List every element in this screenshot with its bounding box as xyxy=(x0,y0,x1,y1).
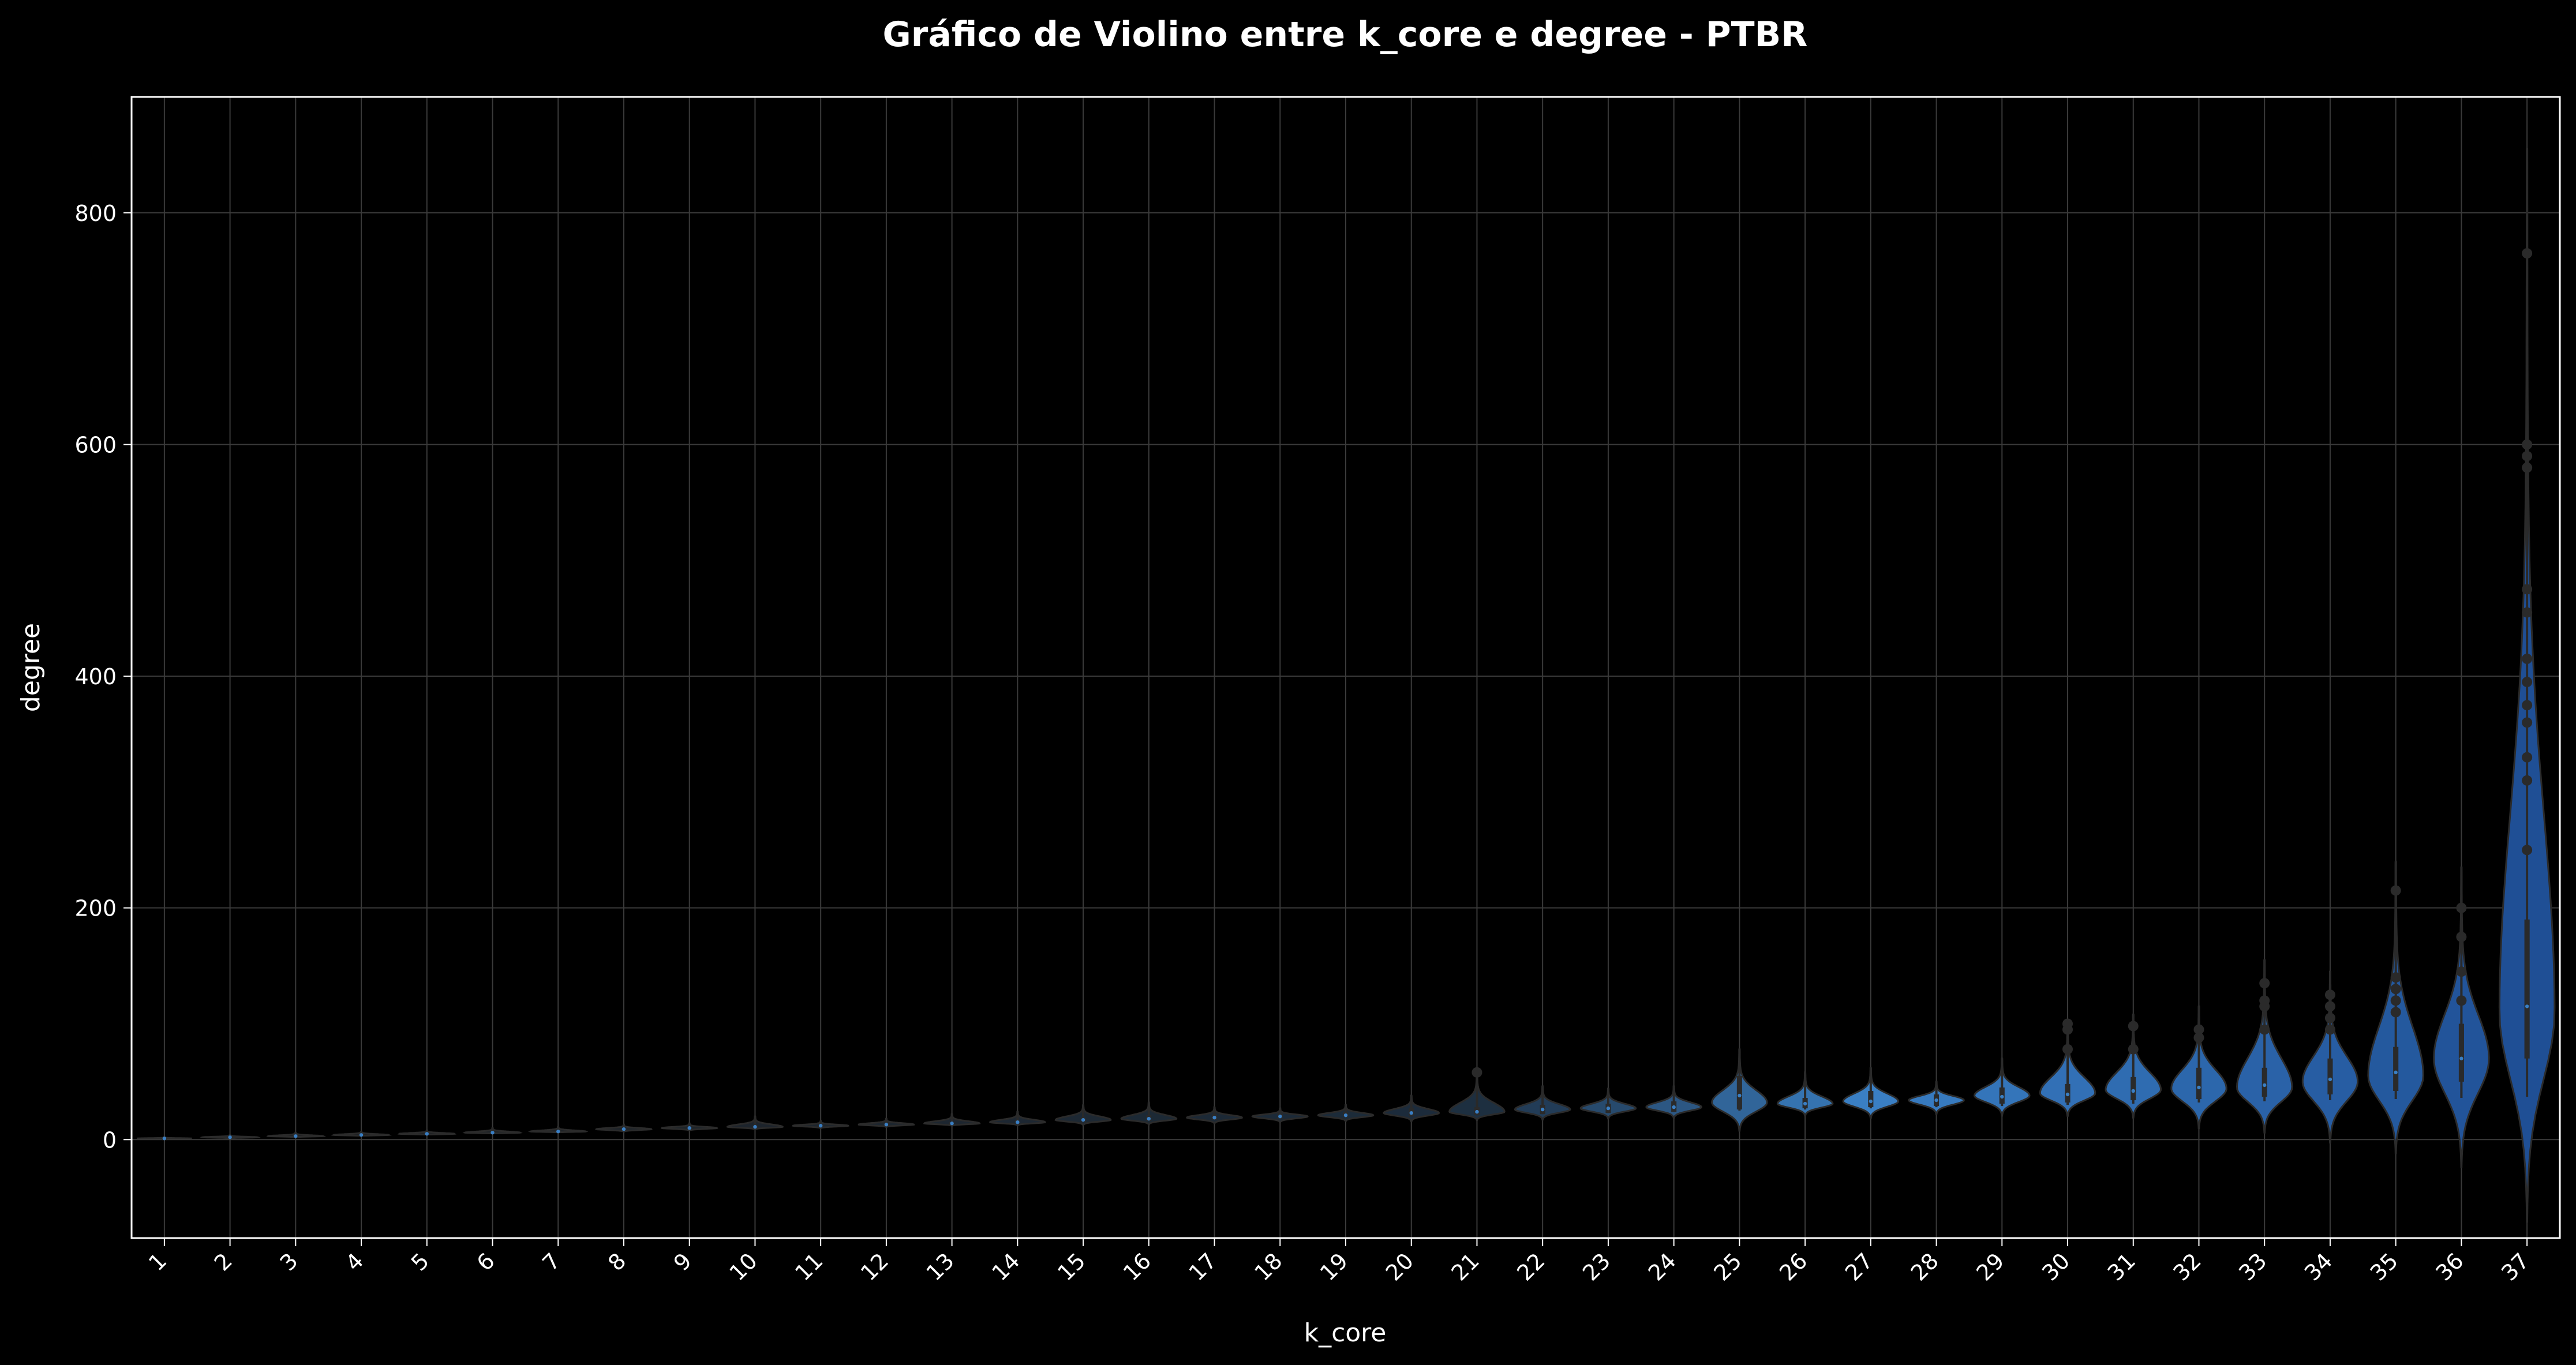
outlier-point xyxy=(2522,653,2533,664)
violin-median xyxy=(1738,1093,1742,1098)
outlier-point xyxy=(2390,995,2401,1006)
violin-median xyxy=(2394,1070,2398,1075)
violin-iqr-box xyxy=(2196,1067,2202,1100)
outlier-point xyxy=(2456,902,2467,913)
outlier-point xyxy=(2324,1012,2335,1023)
violin-median xyxy=(556,1130,560,1134)
violin-iqr-box xyxy=(2327,1058,2333,1094)
outlier-point xyxy=(2324,1001,2335,1012)
outlier-point xyxy=(2456,995,2467,1006)
y-tick-label: 200 xyxy=(74,896,117,921)
outlier-point xyxy=(2259,995,2270,1006)
violin-median xyxy=(950,1122,954,1126)
outlier-point xyxy=(2062,1018,2073,1029)
outlier-point xyxy=(2324,989,2335,1000)
outlier-point xyxy=(2259,978,2270,989)
outlier-point xyxy=(2522,677,2533,688)
violin-median xyxy=(2525,1004,2529,1008)
violin-median xyxy=(359,1133,364,1137)
violin-median xyxy=(2000,1094,2004,1099)
outlier-point xyxy=(2456,966,2467,977)
violin-median xyxy=(1343,1113,1348,1118)
violin-median xyxy=(1934,1098,1938,1102)
violin-iqr-box xyxy=(1868,1090,1874,1108)
violin-median xyxy=(1475,1109,1479,1114)
outlier-point xyxy=(2456,931,2467,942)
violin-median xyxy=(294,1134,298,1138)
outlier-point xyxy=(2390,1007,2401,1018)
outlier-point xyxy=(2193,1024,2204,1035)
violin-median xyxy=(2065,1092,2070,1097)
outlier-point xyxy=(2128,1044,2139,1055)
outlier-point xyxy=(1472,1067,1482,1078)
violin-median xyxy=(1081,1118,1085,1122)
violin-median xyxy=(1409,1111,1413,1115)
y-axis-ticks: 0 200 400 600 800 xyxy=(74,201,132,1153)
outlier-point xyxy=(2193,1032,2204,1043)
outlier-point xyxy=(2522,775,2533,786)
outlier-point xyxy=(2062,1044,2073,1055)
outlier-point xyxy=(2522,700,2533,711)
violin-median xyxy=(425,1132,429,1136)
violin-median xyxy=(753,1125,757,1129)
y-tick-label: 0 xyxy=(103,1127,117,1153)
x-axis-label: k_core xyxy=(1304,1318,1387,1348)
violin-median xyxy=(621,1127,626,1131)
violin-median xyxy=(1869,1099,1873,1104)
violin-median xyxy=(228,1135,232,1139)
violin-median xyxy=(2263,1083,2267,1088)
y-axis-label: degree xyxy=(16,623,46,712)
outlier-point xyxy=(2522,462,2533,473)
violin-median xyxy=(818,1124,823,1128)
outlier-point xyxy=(2390,885,2401,896)
outlier-point xyxy=(2522,607,2533,618)
violin-median xyxy=(2131,1089,2135,1093)
violin-iqr-box xyxy=(2393,1047,2399,1091)
violin-median xyxy=(491,1131,495,1135)
violin-iqr-box xyxy=(1736,1075,1742,1110)
outlier-point xyxy=(2522,439,2533,450)
y-tick-label: 600 xyxy=(74,432,117,457)
outlier-point xyxy=(2390,984,2401,995)
violin-iqr-box xyxy=(2131,1077,2136,1101)
violin-median xyxy=(1147,1116,1151,1121)
violin-median xyxy=(2328,1077,2332,1082)
y-tick-label: 400 xyxy=(74,664,117,689)
violin-iqr-box xyxy=(2458,1023,2464,1082)
violin-median xyxy=(2459,1056,2463,1060)
violin-median xyxy=(1672,1105,1676,1109)
outlier-point xyxy=(2522,584,2533,595)
violin-median xyxy=(884,1123,889,1127)
y-tick-label: 800 xyxy=(74,201,117,226)
outlier-point xyxy=(2522,845,2533,856)
outlier-point xyxy=(2522,752,2533,763)
outlier-point xyxy=(2324,1024,2335,1035)
outlier-point xyxy=(2390,972,2401,983)
violin-median xyxy=(1541,1107,1545,1112)
violin-iqr-box xyxy=(2262,1067,2267,1097)
outlier-point xyxy=(2522,451,2533,462)
violin-median xyxy=(1278,1114,1282,1119)
violin-median xyxy=(1212,1115,1216,1120)
violin-median xyxy=(1606,1106,1611,1111)
violin-median xyxy=(1803,1101,1807,1106)
outlier-point xyxy=(2259,1024,2270,1035)
violin-median xyxy=(687,1126,691,1130)
outlier-point xyxy=(2128,1021,2139,1032)
violin-iqr-box xyxy=(2524,919,2530,1059)
violin-layer xyxy=(136,148,2556,1223)
outlier-point xyxy=(2522,248,2533,259)
violin-median xyxy=(2197,1085,2201,1090)
chart-title: Gráfico de Violino entre k_core e degree… xyxy=(883,14,1808,55)
outlier-point xyxy=(2522,717,2533,728)
violin-median xyxy=(162,1137,167,1141)
violin-median xyxy=(1016,1120,1020,1124)
